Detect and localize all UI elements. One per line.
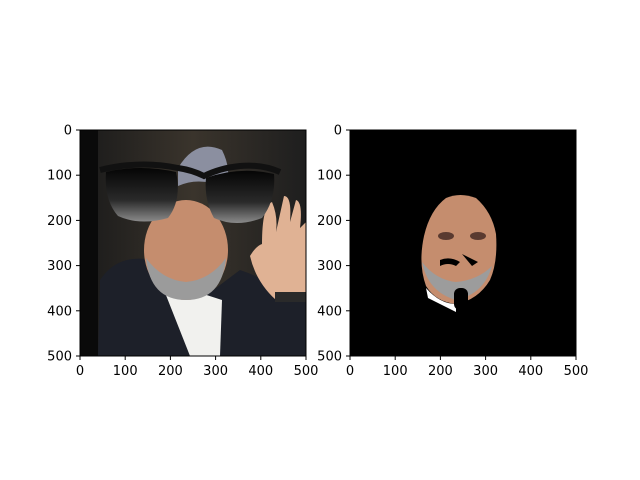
left-photo [80,130,306,356]
right-y-tick-label: 100 [317,169,342,184]
left-x-tick-label: 500 [294,364,319,379]
right-x-tick-label: 500 [564,364,589,379]
left-y-tick-label: 200 [47,214,72,229]
left-y-tick-label: 500 [47,350,72,365]
right-x-tick-label: 300 [473,364,498,379]
left-y-tick-label: 300 [47,259,72,274]
right-x-tick-label: 400 [518,364,543,379]
left-x-tick-label: 300 [203,364,228,379]
right-subplot: 0 100 200 300 400 500 0 100 200 300 400 500 [317,124,588,380]
left-x-tick-label: 200 [158,364,183,379]
right-y-tick-label: 400 [317,304,342,319]
right-axes-frame [349,129,577,357]
left-x-axis: 0 100 200 300 400 500 [76,356,319,379]
right-y-tick-label: 200 [317,214,342,229]
right-masked-image [350,130,576,356]
right-y-axis: 0 100 200 300 400 500 [317,124,350,365]
right-x-tick-label: 100 [383,364,408,379]
left-x-tick-label: 0 [76,364,84,379]
left-y-axis: 0 100 200 300 400 500 [47,124,80,365]
left-x-tick-label: 400 [248,364,273,379]
right-x-tick-label: 0 [346,364,354,379]
left-y-tick-label: 0 [64,124,72,139]
left-y-tick-label: 400 [47,304,72,319]
right-y-tick-label: 0 [334,124,342,139]
left-x-tick-label: 100 [113,364,138,379]
right-y-tick-label: 500 [317,350,342,365]
left-y-tick-label: 100 [47,169,72,184]
right-y-tick-label: 300 [317,259,342,274]
left-axes-frame [79,129,307,357]
right-x-axis: 0 100 200 300 400 500 [346,356,589,379]
left-subplot: 0 100 200 300 400 500 0 100 200 300 400 500 [47,124,318,380]
right-x-tick-label: 200 [428,364,453,379]
